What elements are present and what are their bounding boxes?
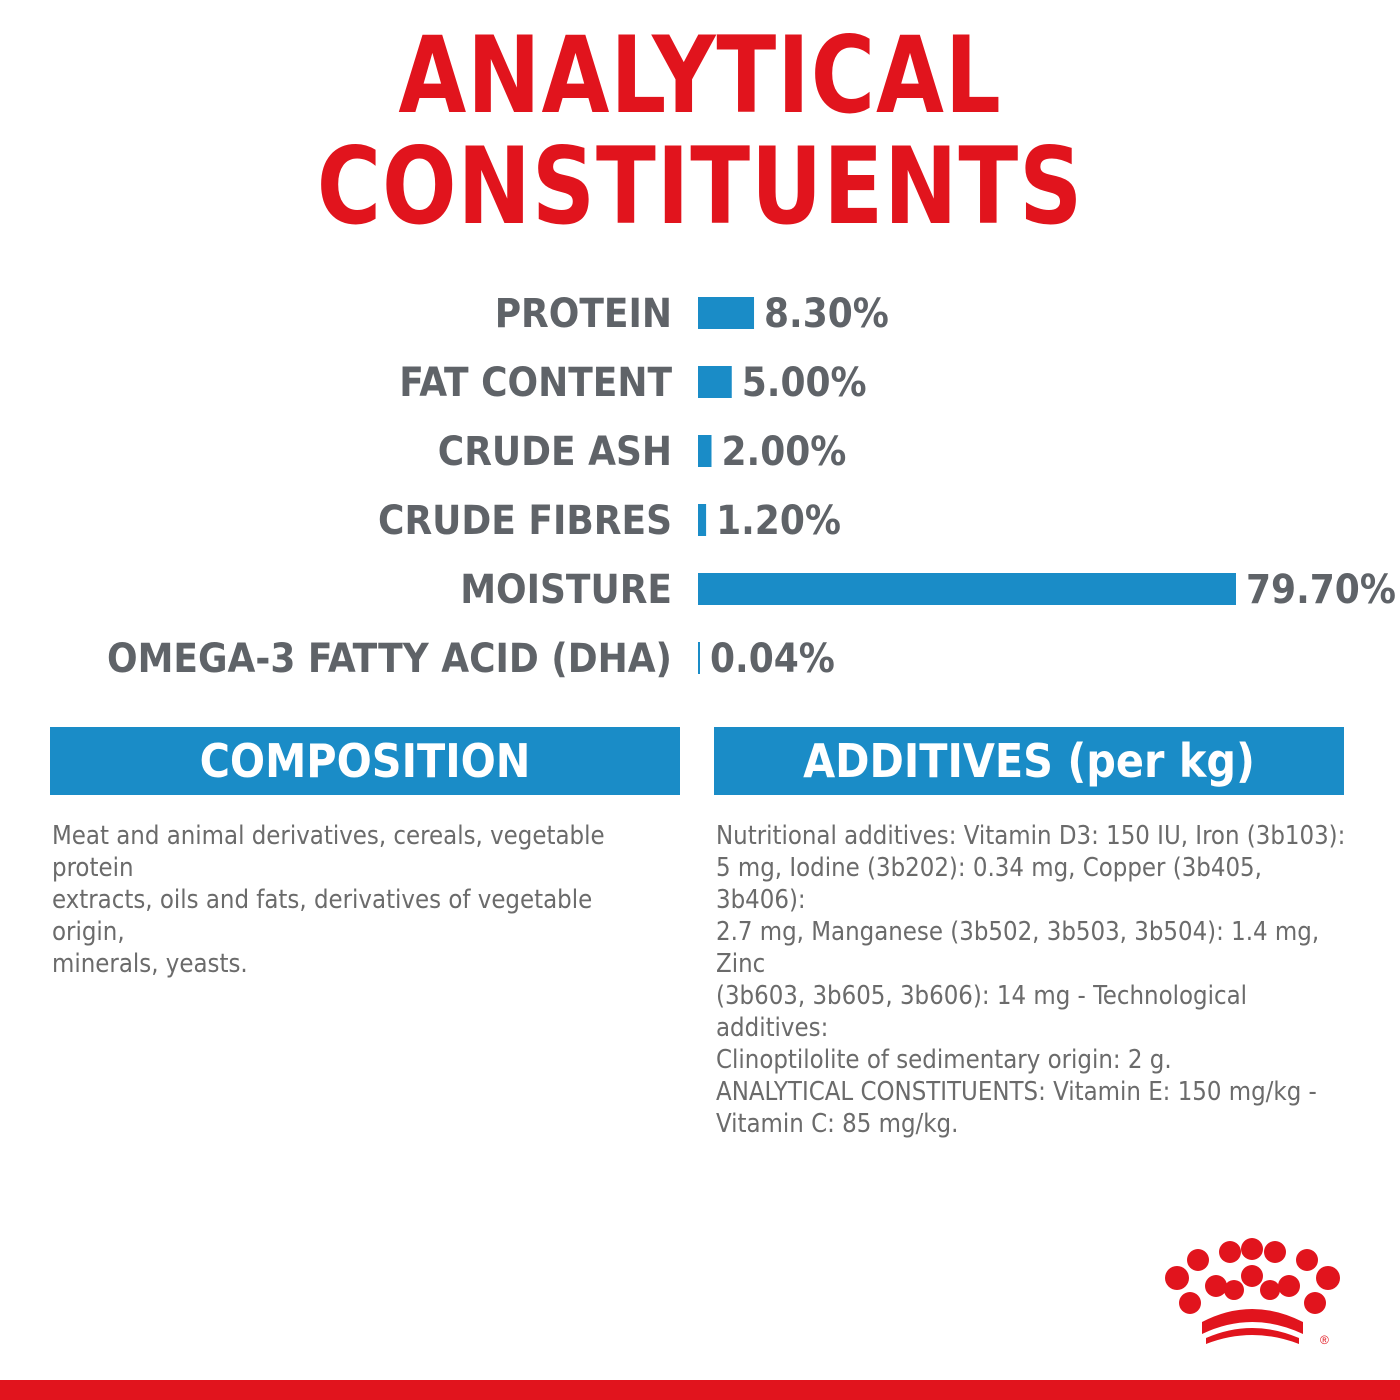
- page-title: ANALYTICAL CONSTITUENTS: [316, 14, 1084, 249]
- category-label: MOISTURE: [460, 567, 672, 613]
- value-label: 79.70%: [1246, 567, 1396, 613]
- category-label: OMEGA-3 FATTY ACID (DHA): [107, 636, 672, 682]
- bar: [698, 504, 707, 536]
- composition-line: minerals, yeasts.: [52, 949, 248, 979]
- bar: [698, 435, 712, 467]
- composition-line: Meat and animal derivatives, cereals, ve…: [52, 821, 605, 883]
- additives-line: ANALYTICAL CONSTITUENTS: Vitamin E: 150 …: [716, 1077, 1317, 1107]
- bar: [698, 642, 700, 674]
- additives-header: ADDITIVES (per kg): [714, 727, 1344, 795]
- additives-header-label: ADDITIVES (per kg): [803, 734, 1255, 788]
- additives-line: 2.7 mg, Manganese (3b502, 3b503, 3b504):…: [716, 917, 1320, 979]
- composition-text: Meat and animal derivatives, cereals, ve…: [52, 820, 662, 980]
- additives-text: Nutritional additives: Vitamin D3: 150 I…: [716, 820, 1356, 1140]
- additives-line: Vitamin C: 85 mg/kg.: [716, 1109, 959, 1139]
- bar: [698, 297, 755, 329]
- value-label: 8.30%: [764, 291, 889, 337]
- category-label: CRUDE ASH: [438, 429, 672, 475]
- registered-mark: ®: [1320, 1333, 1329, 1347]
- royal-crown-logo-icon: ®: [1165, 1238, 1340, 1347]
- composition-header: COMPOSITION: [50, 727, 680, 795]
- additives-line: Clinoptilolite of sedimentary origin: 2 …: [716, 1045, 1172, 1075]
- value-label: 0.04%: [710, 636, 835, 682]
- bar: [698, 366, 732, 398]
- category-label: CRUDE FIBRES: [378, 498, 672, 544]
- additives-line: (3b603, 3b605, 3b606): 14 mg - Technolog…: [716, 981, 1248, 1043]
- bar: [698, 573, 1236, 605]
- value-label: 2.00%: [722, 429, 847, 475]
- value-label: 1.20%: [716, 498, 841, 544]
- category-label: PROTEIN: [495, 291, 672, 337]
- constituents-bar-chart: PROTEIN 8.30% FAT CONTENT 5.00% CRUDE ASH 2.0…: [107, 291, 1396, 682]
- category-label: FAT CONTENT: [399, 360, 672, 406]
- composition-line: extracts, oils and fats, derivatives of …: [52, 885, 593, 947]
- additives-line: 5 mg, Iodine (3b202): 0.34 mg, Copper (3…: [716, 853, 1262, 915]
- additives-line: Nutritional additives: Vitamin D3: 150 I…: [716, 821, 1346, 851]
- bottom-brand-bar: [0, 1380, 1400, 1400]
- composition-header-label: COMPOSITION: [199, 734, 531, 788]
- value-label: 5.00%: [742, 360, 867, 406]
